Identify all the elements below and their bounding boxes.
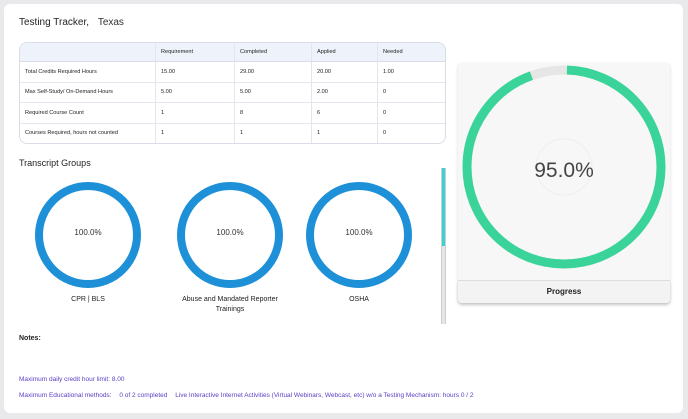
table-row: Total Credits Required Hours 15.00 29.00… [20,62,445,83]
requirements-table: Requirement Completed Applied Needed Tot… [19,42,446,144]
table-cell: 1 [312,123,378,143]
group-percent: 100.0% [74,228,102,237]
table-cell: 0 [383,89,387,96]
overall-progress-card: 95.0% Progress [458,63,670,303]
group-percent: 100.0% [345,228,373,237]
table-cell: Total Credits Required Hours [20,62,156,82]
note-educational-methods: Maximum Educational methods: 0 of 2 comp… [19,392,479,399]
transcript-group-cpr[interactable]: 100.0% CPR | BLS [33,181,143,305]
groups-scrollbar[interactable] [441,168,446,324]
table-row: Required Course Count 1 8 6 0 [20,103,445,124]
table-cell: Max Self-Study/ On-Demand Hours [20,82,156,102]
note-methods-count: 0 of 2 completed [119,392,168,399]
column-header: Requirement [156,43,235,61]
note-daily-limit: Maximum daily credit hour limit: 8.00 [19,376,125,383]
overall-percent: 95.0% [534,159,594,182]
table-cell: 0 [383,109,387,116]
notes-title: Notes: [19,335,41,342]
table-row: Courses Required, hours not counted 1 1 … [20,123,445,143]
overall-progress-ring [462,65,666,269]
table-cell: 20.00 [312,62,378,82]
transcript-group-osha[interactable]: 100.0% OSHA [304,181,414,305]
note-methods-detail: Live Interactive Internet Activities (Vi… [175,392,474,399]
scrollbar-thumb[interactable] [442,168,445,246]
table-cell: 2.00 [312,82,378,102]
testing-tracker-card: Testing Tracker, Texas Requirement Compl… [4,4,683,413]
table-header: Requirement Completed Applied Needed [20,43,445,62]
table-cell: 5.00 [235,82,312,102]
column-header: Completed [235,43,312,61]
note-methods-label: Maximum Educational methods: [19,392,112,399]
table-row: Max Self-Study/ On-Demand Hours 5.00 5.0… [20,82,445,103]
group-label: OSHA [349,296,369,303]
group-progress-ring [177,182,283,288]
page-title: Testing Tracker, Texas [19,17,124,28]
column-header: Needed [383,49,403,55]
table-cell: 6 [312,103,378,123]
tracker-title: Testing Tracker, [19,17,90,28]
group-label: Abuse and Mandated Reporter Trainings [182,296,278,313]
group-progress-ring [35,182,141,288]
table-cell: 29.00 [235,62,312,82]
group-percent: 100.0% [216,228,244,237]
table-cell: 5.00 [156,82,235,102]
table-cell: 1 [235,123,312,143]
state-name: Texas [97,17,124,28]
column-header: Applied [312,43,378,61]
transcript-groups-title: Transcript Groups [19,158,91,168]
transcript-group-abuse-reporter[interactable]: 100.0% Abuse and Mandated Reporter Train… [175,181,285,315]
table-cell: 1 [156,123,235,143]
table-cell: 0 [383,130,387,137]
table-cell: Courses Required, hours not counted [20,123,156,143]
table-cell: Required Course Count [20,103,156,123]
table-cell: 1.00 [383,68,394,75]
progress-inner-circle [535,138,593,196]
table-cell: 8 [235,103,312,123]
table-cell: 15.00 [156,62,235,82]
group-progress-ring [306,182,412,288]
table-cell: 1 [156,103,235,123]
group-label: CPR | BLS [71,296,105,303]
progress-arc [462,65,666,269]
progress-label: Progress [458,280,670,303]
column-header [20,43,156,61]
